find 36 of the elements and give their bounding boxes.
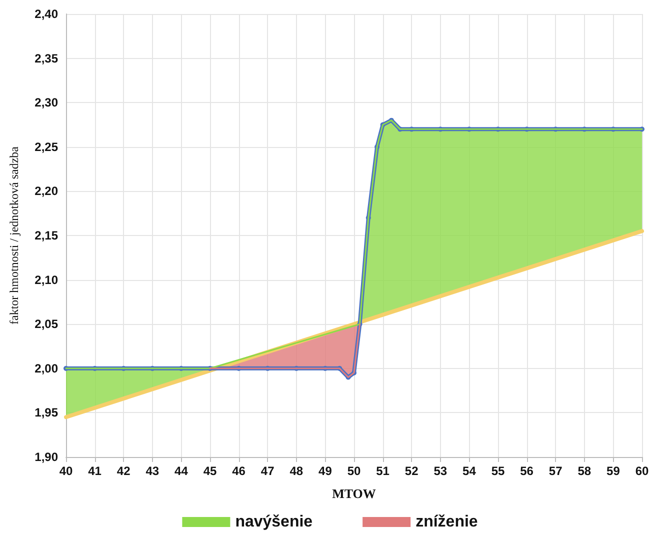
x-tick-label: 51 [376, 464, 390, 478]
x-tick-label: 60 [635, 464, 649, 478]
legend-label: zníženie [416, 514, 478, 530]
y-tick-label: 2,05 [34, 317, 58, 332]
y-tick-label: 2,15 [34, 228, 58, 242]
y-tick-label: 2,35 [34, 51, 58, 66]
x-tick-label: 53 [434, 464, 448, 478]
x-tick-label: 43 [146, 464, 160, 478]
x-tick-label: 42 [116, 464, 131, 478]
x-tick-label: 52 [404, 464, 419, 478]
x-tick-label: 49 [318, 464, 332, 478]
y-tick-label: 2,30 [34, 96, 58, 110]
y-tick-label: 2,00 [34, 361, 58, 376]
x-axis-title: MTOW [332, 486, 376, 501]
x-tick-label: 41 [88, 464, 102, 478]
x-tick-label: 46 [232, 464, 246, 478]
x-tick-label: 48 [290, 464, 304, 478]
y-tick-label: 2,10 [34, 272, 58, 287]
y-tick-label: 1,95 [34, 406, 58, 420]
x-tick-label: 57 [548, 464, 563, 478]
x-tick-label: 47 [260, 464, 275, 478]
x-tick-label: 44 [174, 464, 188, 478]
y-axis-title: faktor hmotnosti / jednotková sadzba [7, 146, 21, 324]
y-tick-label: 2,40 [34, 7, 58, 21]
x-tick-label: 58 [578, 464, 592, 478]
x-tick-label: 59 [606, 464, 620, 478]
x-tick-label: 50 [347, 464, 361, 478]
x-tick-label: 45 [203, 464, 217, 478]
y-tick-label: 2,20 [34, 184, 58, 198]
y-tick-label: 1,90 [34, 450, 58, 464]
x-tick-label: 56 [520, 464, 534, 478]
y-tick-label: 2,25 [34, 140, 58, 154]
x-tick-label: 55 [491, 464, 505, 478]
x-tick-label: 54 [462, 464, 476, 478]
legend-label: navýšenie [235, 514, 313, 530]
x-tick-label: 40 [59, 464, 73, 478]
